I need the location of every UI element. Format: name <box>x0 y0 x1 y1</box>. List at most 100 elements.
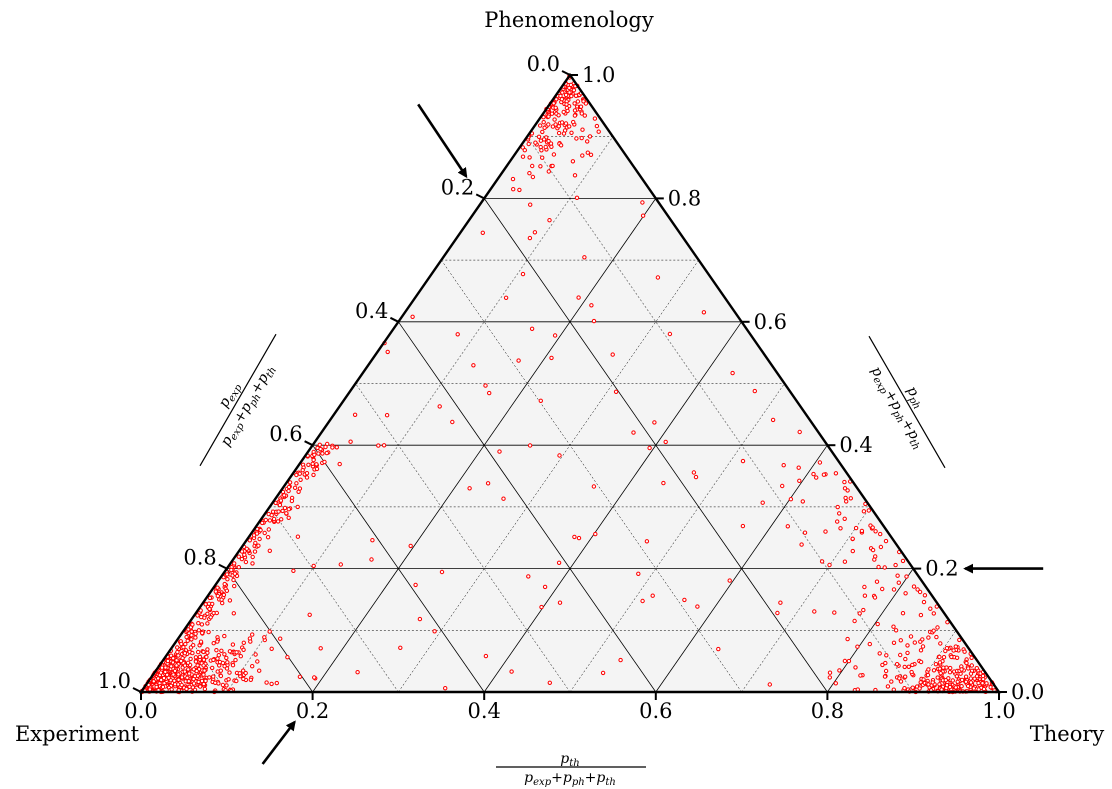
data-point <box>861 509 867 514</box>
data-point <box>509 669 514 674</box>
data-point <box>205 650 210 655</box>
data-point <box>191 643 196 648</box>
data-point <box>189 629 194 634</box>
tick-label-bottom: 0.6 <box>639 699 672 723</box>
data-point <box>201 649 206 655</box>
corner-label-right: Theory <box>1030 722 1105 746</box>
data-point <box>254 531 260 536</box>
data-point <box>278 636 283 641</box>
data-point <box>556 130 562 136</box>
data-point <box>948 665 953 671</box>
data-point <box>551 101 556 106</box>
data-point <box>546 138 551 144</box>
corner-label-left: Experiment <box>15 722 140 746</box>
data-point <box>253 652 258 657</box>
data-point <box>161 675 167 681</box>
data-point <box>893 562 898 568</box>
data-point <box>232 571 238 576</box>
data-point <box>853 525 859 531</box>
data-point <box>214 610 220 616</box>
data-point <box>959 677 965 683</box>
data-point <box>196 628 202 633</box>
axis-label-bottom-num-sub: th <box>569 758 579 769</box>
data-point <box>563 121 569 126</box>
axis-label-left: pexp pexp+pph+pth <box>199 333 279 467</box>
data-point <box>250 561 255 566</box>
data-point <box>206 629 211 635</box>
data-point <box>980 681 985 686</box>
data-point <box>867 641 872 647</box>
data-point <box>550 163 555 169</box>
data-point <box>522 148 527 153</box>
data-point <box>752 388 757 394</box>
grid-line <box>269 506 399 693</box>
data-point <box>236 554 242 559</box>
axis-label-bottom-den: p <box>524 770 533 786</box>
data-point <box>220 600 225 606</box>
grid-line <box>483 321 742 693</box>
data-point <box>593 531 598 537</box>
data-point <box>199 614 204 620</box>
data-point <box>944 683 950 688</box>
data-point <box>218 673 224 679</box>
data-point <box>842 559 848 564</box>
data-point <box>559 120 565 125</box>
data-point <box>250 632 255 637</box>
data-point <box>189 637 194 642</box>
data-point <box>911 584 917 589</box>
tick-label-left: 0.2 <box>441 175 474 199</box>
tick-label-left: 0.4 <box>355 299 388 323</box>
data-point <box>928 606 933 611</box>
data-point <box>878 531 883 537</box>
data-point <box>250 554 255 560</box>
grid-line <box>355 383 571 693</box>
data-point <box>740 458 746 464</box>
data-point <box>567 90 572 95</box>
data-point <box>667 331 673 337</box>
data-point <box>569 130 574 136</box>
data-point <box>547 680 552 685</box>
data-point <box>582 113 587 118</box>
data-point <box>191 681 197 686</box>
data-point <box>802 530 808 535</box>
data-point <box>796 465 801 470</box>
data-point <box>172 682 178 687</box>
data-point <box>291 568 296 573</box>
data-point <box>269 513 274 518</box>
data-point <box>842 486 848 491</box>
data-point <box>570 159 576 164</box>
data-point <box>267 518 273 523</box>
data-point <box>823 529 828 534</box>
data-point <box>275 519 281 524</box>
data-point <box>172 678 177 683</box>
grid-line <box>655 444 828 693</box>
tick-labels: 0.01.0 0.00.20.8 0.20.40.6 0.40.60.4 0.60.80… <box>98 52 1045 723</box>
data-point <box>231 577 236 583</box>
data-point <box>213 589 219 594</box>
data-point <box>485 481 491 486</box>
data-point <box>191 676 196 682</box>
data-point <box>297 471 302 476</box>
data-point <box>572 101 577 106</box>
data-point <box>572 108 578 113</box>
data-point <box>211 641 216 646</box>
data-point <box>549 144 554 150</box>
data-point <box>563 92 569 98</box>
data-point <box>241 640 247 645</box>
data-point <box>903 591 908 596</box>
data-point <box>384 413 390 418</box>
data-point <box>233 657 238 663</box>
data-point <box>578 104 584 109</box>
data-point <box>954 674 960 679</box>
data-point <box>206 601 212 606</box>
data-point <box>926 667 931 672</box>
tick-label-right: 0.4 <box>839 433 872 457</box>
data-point <box>269 681 274 687</box>
data-point <box>207 675 212 680</box>
data-point <box>579 111 584 116</box>
data-point <box>529 326 535 331</box>
data-point <box>962 649 967 654</box>
data-point <box>311 472 316 478</box>
data-point <box>883 538 889 544</box>
svg-text:pph: pph <box>902 384 928 412</box>
